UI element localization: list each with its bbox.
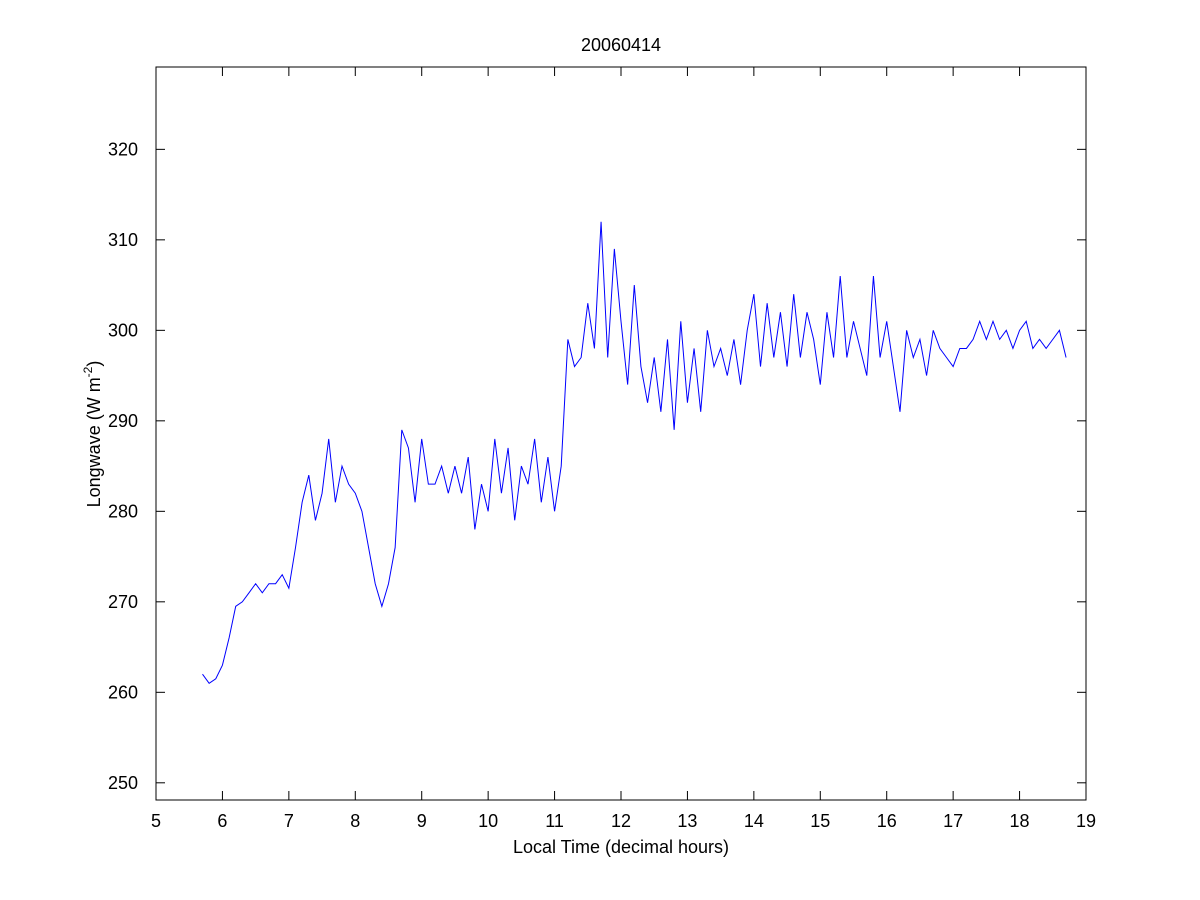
x-tick-label: 13 bbox=[677, 811, 697, 831]
x-tick-label: 7 bbox=[284, 811, 294, 831]
x-tick-label: 11 bbox=[545, 811, 564, 831]
x-tick-label: 16 bbox=[877, 811, 897, 831]
x-tick-label: 12 bbox=[611, 811, 631, 831]
x-axis-label: Local Time (decimal hours) bbox=[513, 837, 729, 857]
y-axis-label-text: Longwave (W m bbox=[84, 377, 104, 507]
y-tick-label: 250 bbox=[108, 773, 138, 793]
y-tick-label: 300 bbox=[108, 320, 138, 340]
x-tick-label: 17 bbox=[943, 811, 963, 831]
plot-frame bbox=[155, 66, 1087, 801]
y-tick-label: 310 bbox=[108, 230, 138, 250]
data-line bbox=[202, 221, 1067, 684]
x-tick-label: 15 bbox=[810, 811, 830, 831]
x-tick-label: 5 bbox=[151, 811, 161, 831]
y-axis-label-suffix: ) bbox=[84, 361, 104, 367]
y-axis-label: Longwave (W m-2) bbox=[81, 361, 104, 508]
x-tick-label: 19 bbox=[1076, 811, 1096, 831]
x-tick-label: 14 bbox=[744, 811, 764, 831]
y-tick-label: 260 bbox=[108, 682, 138, 702]
x-tick-label: 9 bbox=[417, 811, 427, 831]
y-tick-label: 320 bbox=[108, 139, 138, 159]
y-axis-label-sup: -2 bbox=[81, 366, 95, 377]
x-tick-label: 8 bbox=[350, 811, 360, 831]
x-tick-label: 10 bbox=[478, 811, 498, 831]
x-tick-label: 18 bbox=[1010, 811, 1030, 831]
y-tick-label: 290 bbox=[108, 411, 138, 431]
chart-title: 20060414 bbox=[581, 35, 661, 55]
y-tick-label: 280 bbox=[108, 501, 138, 521]
y-tick-label: 270 bbox=[108, 592, 138, 612]
x-tick-label: 6 bbox=[217, 811, 227, 831]
